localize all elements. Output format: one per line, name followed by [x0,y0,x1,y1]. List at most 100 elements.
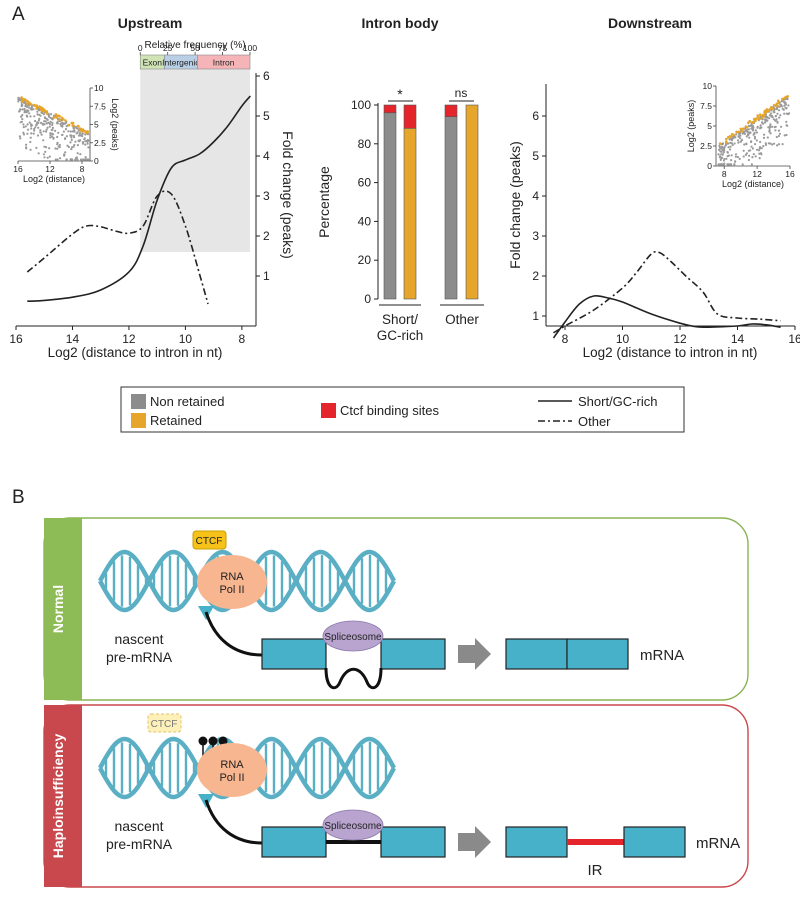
up-inset-point [29,148,32,151]
downstream-y-tick-label: 1 [532,309,539,323]
down-inset-point [785,112,788,115]
panel-b-label: B [12,487,25,508]
mrna-label-haplo: mRNA [696,835,740,852]
up-inset-point [59,122,62,126]
down-inset-point [785,107,788,110]
up-inset-point [52,133,55,136]
freq-tick-label: 75 [218,43,228,53]
down-inset-point [775,108,779,111]
up-inset-point [74,140,77,143]
up-inset-point [65,121,68,124]
down-inset-point [738,133,741,137]
up-inset-point [22,131,25,134]
down-inset-point [779,125,783,128]
bar-ctcf-0 [383,104,397,114]
up-inset-point [25,143,28,146]
up-inset-point-retained [54,113,58,116]
up-inset-point [51,123,54,127]
down-inset-y-tick-label: 5 [707,121,712,131]
down-inset-point-retained [784,95,788,99]
up-inset-point [44,150,47,153]
down-inset-point-retained [742,127,745,130]
up-inset-point [77,129,80,132]
down-inset-point-retained [758,113,762,116]
down-inset-point [759,140,762,144]
haplo-label: Haploinsufficiency [50,734,66,859]
downstream-x-tick-label: 8 [562,332,569,346]
up-inset-point [69,141,72,144]
up-inset-point [51,117,54,121]
down-inset-point [758,152,761,155]
up-inset-point [28,106,31,109]
bar-ctcf-1 [403,104,417,129]
down-inset-point [729,148,732,151]
down-inset-point [777,134,781,138]
up-inset-point-retained [52,116,56,119]
down-inset-point [723,146,726,149]
upstream-title: Upstream [118,15,183,31]
up-inset-point [49,136,52,139]
nascent-rna-normal [204,611,263,657]
pre-mrna-label-normal: pre-mRNA [106,649,173,665]
mrna-exon2-haplo [623,826,686,858]
down-inset-point [776,144,779,147]
down-inset-point [749,149,752,152]
down-inset-point [781,107,784,110]
down-inset-point-retained [752,117,756,121]
up-inset-point [52,136,55,139]
up-inset-point [61,133,64,136]
up-inset-x-tick-label: 16 [13,164,23,174]
down-inset-point [755,148,759,151]
upstream-ylabel: Fold change (peaks) [280,131,296,259]
up-inset-point [25,114,28,117]
down-inset-point [780,105,784,108]
upstream-y-tick-label: 2 [263,229,270,243]
up-inset-point [79,153,82,156]
up-inset-point [87,146,90,149]
up-inset-point-retained [21,99,24,103]
down-inset-point [762,145,765,148]
up-inset-point-retained [58,118,62,122]
up-inset-point [37,126,40,129]
up-inset-point-retained [35,107,38,110]
up-inset-point-retained [45,110,49,114]
down-inset-point [785,133,788,137]
down-inset-point [727,142,730,145]
up-inset-point [59,157,62,160]
up-inset-point [54,129,57,132]
freq-seg-label-intergenic: Intergenic [162,58,200,68]
normal-panel: Normal CTCF RNA Pol II nascent pre-mRNA … [43,517,749,701]
intron-body-plot: 0 20 40 60 80 100 Percentage Short/GC-rich Other… [316,86,484,343]
rna-pol-ii-normal [197,555,267,609]
up-inset-point-retained [43,108,46,112]
down-inset-point [778,132,782,135]
down-inset-point [769,112,773,115]
up-inset-point [21,108,24,111]
intron-loop-normal [324,667,383,690]
up-inset-point-retained [79,127,83,131]
up-inset-point [83,137,86,140]
down-inset-point [748,154,751,157]
down-inset-point [735,133,738,136]
down-inset-point [754,143,757,146]
ctcf-box-normal [192,530,227,550]
upstream-line-short-gc [27,95,251,302]
haplo-tab [44,705,82,887]
up-inset-point [65,135,68,138]
up-inset-point [20,120,23,123]
mrna-label-normal: mRNA [640,647,684,664]
up-inset-point [30,124,33,127]
intron-body-title: Intron body [362,15,439,31]
up-inset-point [70,136,73,139]
up-inset-point-retained [71,124,74,127]
down-inset-point [734,155,738,158]
down-inset-point [721,142,725,145]
freq-tick-label: 50 [190,43,200,53]
down-inset-y-tick-label: 10 [703,81,713,91]
down-inset-point [740,138,744,142]
downstream-x-tick-label: 14 [731,332,745,346]
down-inset-point [761,121,764,124]
down-inset-point [771,143,774,146]
spliceosome-normal [322,620,384,652]
up-inset-point [51,126,55,129]
